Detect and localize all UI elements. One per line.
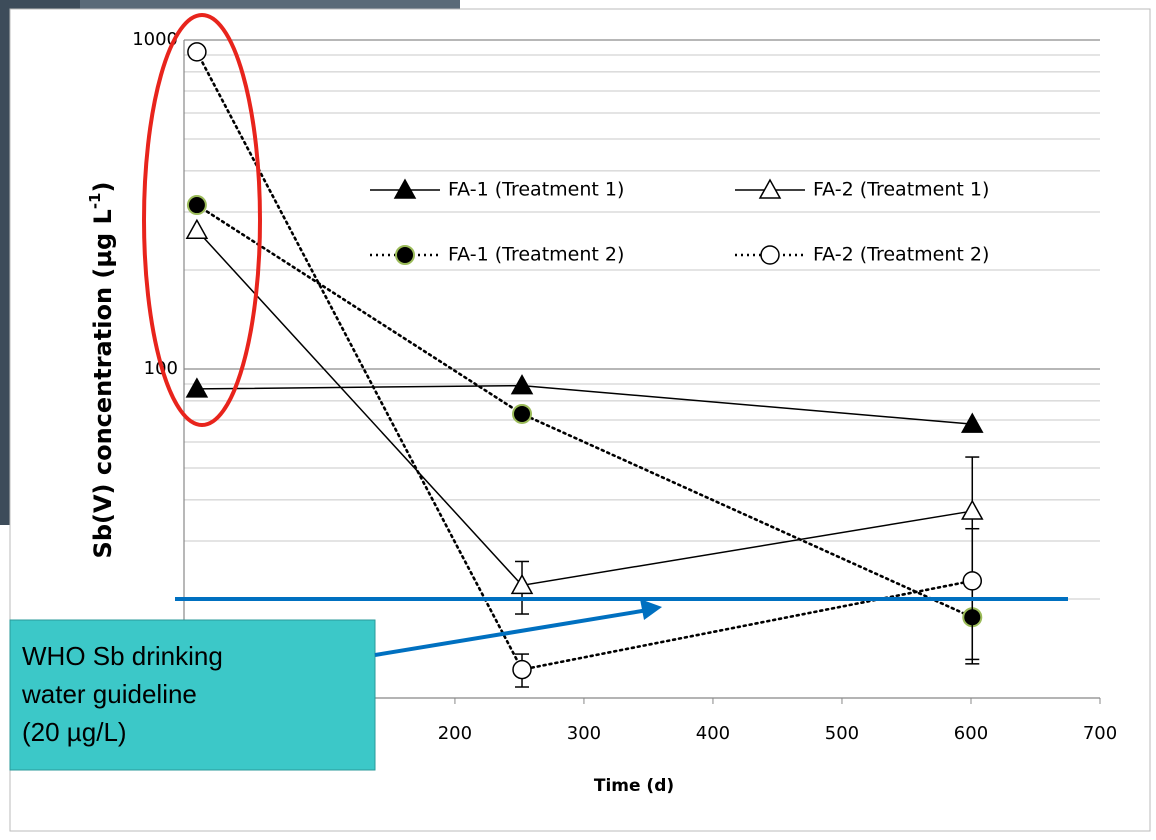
legend-label: FA-1 (Treatment 1) — [448, 179, 624, 201]
marker — [188, 43, 206, 61]
marker — [963, 572, 981, 590]
legend-label: FA-1 (Treatment 2) — [448, 244, 624, 266]
legend-marker — [761, 246, 779, 264]
marker — [188, 196, 206, 214]
x-tick-label: 200 — [438, 723, 472, 744]
marker — [513, 405, 531, 423]
legend-label: FA-2 (Treatment 2) — [813, 244, 989, 266]
x-tick-label: 300 — [567, 723, 601, 744]
x-tick-label: 400 — [696, 723, 730, 744]
x-tick-label: 500 — [825, 723, 859, 744]
chart: Time (d) Sb(V) concentration (µg L-1) 10… — [0, 0, 1156, 840]
y-axis-title-end: ) — [89, 182, 117, 193]
x-tick-label: 700 — [1083, 723, 1117, 744]
y-axis-title-main: Sb(V) concentration (µg L — [89, 209, 117, 558]
x-axis-title: Time (d) — [594, 776, 674, 796]
y-axis-title-sup: -1 — [86, 192, 104, 209]
legend-label: FA-2 (Treatment 1) — [813, 179, 989, 201]
x-tick-label: 600 — [954, 723, 988, 744]
marker — [513, 661, 531, 679]
y-axis-title: Sb(V) concentration (µg L-1) — [86, 182, 118, 559]
callout-text: (20 µg/L) — [22, 717, 127, 747]
legend-marker — [396, 246, 414, 264]
callout-text: WHO Sb drinking — [22, 641, 223, 671]
callout-text: water guideline — [21, 679, 197, 709]
